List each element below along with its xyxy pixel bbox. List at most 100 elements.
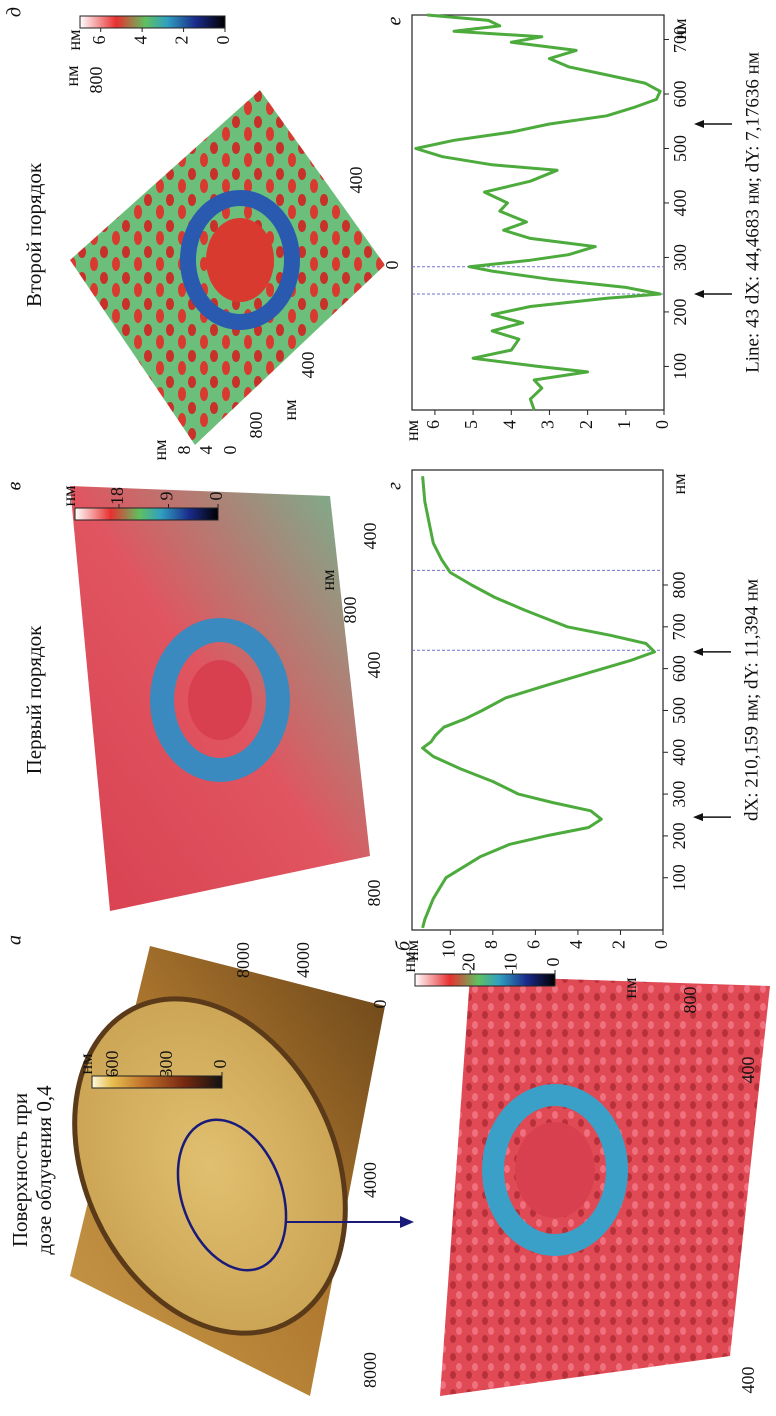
x-tick-label: 700 bbox=[669, 613, 689, 640]
colorbar bbox=[74, 507, 219, 521]
colorbar-tick-label: 18 bbox=[107, 487, 127, 505]
colorbar-tick-label: 6 bbox=[89, 36, 109, 45]
colorbar-tick-label: 20 bbox=[458, 953, 478, 971]
axis-label: 0 bbox=[220, 446, 240, 455]
arrow-head bbox=[693, 647, 703, 656]
axis-label: 400 bbox=[360, 523, 380, 550]
colorbar-tick-label: 600 bbox=[102, 1051, 122, 1078]
caption: dX: 210,159 нм; dY: 11,394 нм bbox=[741, 579, 762, 821]
panel-title: Поверхность при bbox=[8, 1093, 32, 1247]
axis-label: 800 bbox=[364, 880, 384, 907]
axis-label: 4000 bbox=[293, 942, 313, 978]
axis-label: 800 bbox=[246, 412, 266, 439]
panel-label: е bbox=[384, 16, 406, 25]
colorbar-tick-label: 0 bbox=[210, 1060, 230, 1069]
axis-label: 8000 bbox=[233, 942, 253, 978]
x-tick-label: 400 bbox=[669, 739, 689, 766]
axis-label: нм bbox=[62, 65, 82, 86]
colorbar-tick-label: 0 bbox=[543, 958, 563, 967]
axis-label: нм bbox=[150, 439, 170, 460]
axis-label: 4000 bbox=[360, 1162, 380, 1198]
axis-label: 4 bbox=[196, 446, 216, 455]
profile-line bbox=[414, 13, 662, 411]
plot-frame bbox=[411, 14, 665, 411]
x-unit: нм bbox=[669, 473, 689, 494]
x-tick-label: 600 bbox=[670, 81, 690, 108]
y-tick-label: 8 bbox=[481, 940, 501, 949]
arrow-head bbox=[693, 813, 703, 822]
colorbar-unit: нм bbox=[59, 485, 79, 506]
arrow bbox=[694, 289, 732, 298]
x-unit: нм bbox=[670, 18, 690, 39]
panel-a-image bbox=[70, 946, 414, 1396]
colorbar bbox=[91, 1075, 223, 1089]
arrow bbox=[694, 119, 732, 128]
y-tick-label: 6 bbox=[523, 940, 543, 949]
colorbar bbox=[414, 973, 556, 987]
axis-label: 400 bbox=[738, 1057, 758, 1084]
colorbar-tick-label: 0 bbox=[206, 492, 226, 501]
y-tick-label: 10 bbox=[438, 940, 458, 958]
panel-title: Второй порядок bbox=[22, 162, 46, 307]
y-tick-label: 5 bbox=[461, 420, 481, 429]
panel-label: в bbox=[4, 481, 26, 490]
axis-label: 800 bbox=[340, 597, 360, 624]
y-tick-label: 3 bbox=[538, 420, 558, 429]
y-tick-label: 1 bbox=[614, 420, 634, 429]
y-tick-label: 6 bbox=[423, 420, 443, 429]
panel-label: а bbox=[4, 935, 26, 945]
axis-label: 400 bbox=[346, 167, 366, 194]
x-tick-label: 300 bbox=[669, 781, 689, 808]
axis-label: 8000 bbox=[360, 1352, 380, 1388]
caption: Line: 43 dX: 44,4683 нм; dY: 7,17636 нм bbox=[742, 52, 763, 373]
axis-label: нм bbox=[318, 569, 338, 590]
axis-label: 800 bbox=[680, 987, 700, 1014]
colorbar-unit: нм bbox=[76, 1053, 96, 1074]
colorbar-tick-label: 9 bbox=[157, 492, 177, 501]
panel-b-image bbox=[440, 976, 770, 1396]
colorbar bbox=[79, 15, 226, 29]
panel-label: б bbox=[393, 940, 415, 951]
y-tick-label: 4 bbox=[566, 940, 586, 949]
y-unit: нм bbox=[402, 420, 422, 441]
y-unit: нм bbox=[402, 940, 422, 961]
colorbar-tick-label: 2 bbox=[172, 36, 192, 45]
colorbar-tick-label: 0 bbox=[213, 36, 233, 45]
axis-label: 400 bbox=[738, 1367, 758, 1394]
panel-title: дозе облучения 0,4 bbox=[32, 1085, 56, 1255]
axis-label: 0 bbox=[370, 1000, 390, 1009]
colorbar-tick-label: 300 bbox=[156, 1051, 176, 1078]
colorbar-tick-label: 4 bbox=[130, 36, 150, 45]
colorbar-tick-label: 10 bbox=[501, 953, 521, 971]
panel-d-image bbox=[70, 90, 385, 445]
y-tick-label: 0 bbox=[651, 940, 671, 949]
plot-frame bbox=[411, 469, 664, 931]
x-tick-label: 200 bbox=[669, 822, 689, 849]
panel-label: д bbox=[4, 7, 26, 17]
axis-label: нм bbox=[620, 977, 640, 998]
x-tick-label: 100 bbox=[669, 864, 689, 891]
chart: г 0 2 4 6 8 10 нм 100 200 300 400 500 600 700 800 нм dX: … bbox=[384, 469, 762, 961]
colorbar-unit: нм bbox=[399, 951, 419, 972]
x-tick-label: 800 bbox=[669, 572, 689, 599]
axis-label: 400 bbox=[364, 652, 384, 679]
x-tick-label: 400 bbox=[670, 189, 690, 216]
colorbar-unit: нм bbox=[64, 29, 84, 50]
arrow bbox=[693, 813, 731, 822]
axis-label: 8 bbox=[174, 446, 194, 455]
panel-c-image bbox=[70, 486, 370, 911]
x-tick-label: 300 bbox=[670, 244, 690, 271]
x-tick-label: 700 bbox=[670, 26, 690, 53]
y-tick-label: 2 bbox=[609, 940, 629, 949]
x-tick-label: 600 bbox=[669, 655, 689, 682]
axis-label: 400 bbox=[298, 352, 318, 379]
x-tick-label: 500 bbox=[670, 135, 690, 162]
axis-label: 800 bbox=[86, 67, 106, 94]
axis-label: 0 bbox=[382, 261, 402, 270]
axis-label: нм bbox=[280, 399, 300, 420]
x-tick-label: 500 bbox=[669, 697, 689, 724]
profile-line bbox=[421, 476, 656, 929]
x-tick-label: 200 bbox=[670, 298, 690, 325]
